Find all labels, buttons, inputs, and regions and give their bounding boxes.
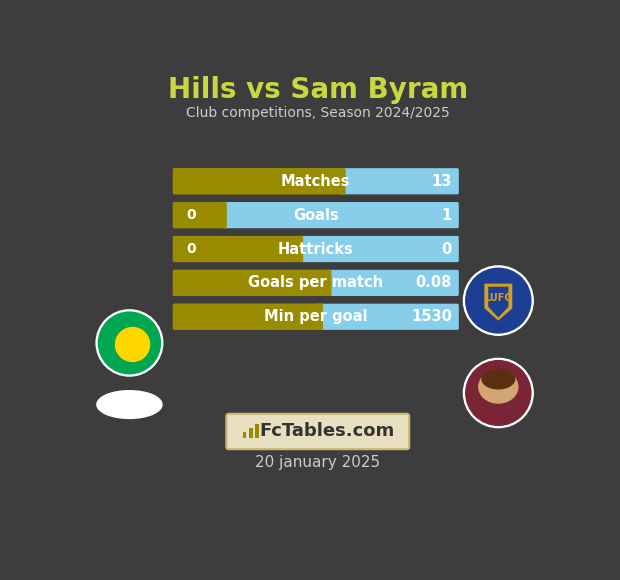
- FancyBboxPatch shape: [173, 270, 332, 296]
- Text: LUFC: LUFC: [484, 293, 512, 303]
- Text: 1: 1: [441, 208, 452, 223]
- Circle shape: [466, 361, 531, 425]
- Text: Goals: Goals: [293, 208, 339, 223]
- Text: FcTables.com: FcTables.com: [260, 422, 395, 440]
- Text: Matches: Matches: [281, 174, 350, 188]
- FancyBboxPatch shape: [317, 304, 459, 330]
- Text: 0.08: 0.08: [415, 276, 452, 291]
- Circle shape: [463, 358, 533, 427]
- Text: 0: 0: [187, 242, 197, 256]
- Ellipse shape: [479, 371, 518, 403]
- Bar: [242, 432, 247, 438]
- Circle shape: [99, 312, 161, 374]
- FancyBboxPatch shape: [173, 304, 323, 330]
- Bar: [249, 427, 253, 438]
- Text: Min per goal: Min per goal: [264, 309, 368, 324]
- Text: Hills vs Sam Byram: Hills vs Sam Byram: [167, 77, 468, 104]
- Circle shape: [96, 310, 162, 376]
- FancyBboxPatch shape: [173, 168, 346, 194]
- FancyBboxPatch shape: [173, 270, 332, 296]
- FancyBboxPatch shape: [326, 270, 459, 296]
- FancyBboxPatch shape: [173, 236, 303, 262]
- Ellipse shape: [482, 369, 515, 389]
- Ellipse shape: [97, 391, 162, 418]
- Text: 0: 0: [441, 241, 452, 256]
- FancyBboxPatch shape: [173, 236, 303, 262]
- Text: 13: 13: [432, 174, 452, 188]
- FancyBboxPatch shape: [298, 236, 459, 262]
- FancyBboxPatch shape: [173, 202, 227, 228]
- Circle shape: [115, 328, 149, 361]
- Text: 0: 0: [187, 208, 197, 222]
- Text: 1530: 1530: [411, 309, 452, 324]
- FancyBboxPatch shape: [226, 414, 409, 449]
- Text: Club competitions, Season 2024/2025: Club competitions, Season 2024/2025: [186, 107, 450, 121]
- FancyBboxPatch shape: [173, 168, 346, 194]
- Bar: [255, 424, 259, 438]
- FancyBboxPatch shape: [340, 168, 459, 194]
- Polygon shape: [484, 284, 512, 321]
- Polygon shape: [489, 287, 508, 317]
- Text: Goals per match: Goals per match: [248, 276, 383, 291]
- FancyBboxPatch shape: [173, 304, 323, 330]
- Text: 20 january 2025: 20 january 2025: [255, 455, 380, 470]
- Circle shape: [466, 269, 531, 333]
- FancyBboxPatch shape: [221, 202, 459, 228]
- Text: Hattricks: Hattricks: [278, 241, 353, 256]
- Circle shape: [463, 266, 533, 335]
- FancyBboxPatch shape: [173, 202, 227, 228]
